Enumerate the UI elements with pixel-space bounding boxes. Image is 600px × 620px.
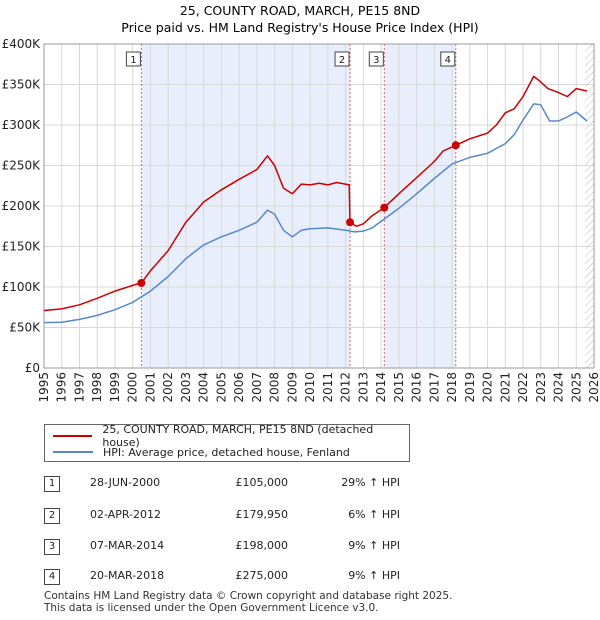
transaction-price: £198,000 <box>235 539 289 552</box>
transaction-label-box <box>368 51 384 67</box>
legend-item-hpi: HPI: Average price, detached house, Fenl… <box>53 444 350 460</box>
x-tick-label: 2009 <box>285 372 299 403</box>
x-tick-label: 2014 <box>374 372 388 403</box>
y-tick-label: £250K <box>2 159 42 173</box>
chart-subtitle: Price paid vs. HM Land Registry's House … <box>121 20 478 35</box>
x-tick-label: 2001 <box>143 372 157 403</box>
transaction-label: 1 <box>130 55 136 66</box>
x-tick-label: 2010 <box>303 372 317 403</box>
x-tick-label: 2024 <box>552 372 566 403</box>
y-tick-label: £150K <box>2 240 42 254</box>
x-tick-label: 2023 <box>534 372 548 403</box>
y-tick-label: £200K <box>2 199 42 213</box>
footer: Contains HM Land Registry data © Crown c… <box>44 590 452 614</box>
transaction-badge: 3 <box>44 539 60 555</box>
transaction-label: 4 <box>445 55 451 66</box>
x-tick-label: 2006 <box>232 372 246 403</box>
x-tick-label: 2020 <box>481 372 495 403</box>
x-tick-label: 2021 <box>498 372 512 403</box>
x-tick-label: 2007 <box>250 372 264 403</box>
y-tick-label: £0 <box>25 361 40 375</box>
x-tick-label: 1999 <box>108 372 122 403</box>
x-tick-label: 1996 <box>55 372 69 403</box>
x-tick-label: 2026 <box>587 372 600 403</box>
x-tick-label: 2002 <box>161 372 175 403</box>
x-tick-label: 2000 <box>126 372 140 403</box>
y-tick-label: £400K <box>2 37 42 51</box>
transaction-point <box>137 278 146 287</box>
transaction-price: £179,950 <box>235 508 289 521</box>
x-tick-label: 2017 <box>427 372 441 403</box>
transaction-point <box>346 218 355 227</box>
transaction-date: 07-MAR-2014 <box>90 539 165 552</box>
transaction-badge: 2 <box>44 508 60 524</box>
legend-swatch-hpi <box>53 451 93 453</box>
y-tick-label: £50K <box>9 321 41 335</box>
transaction-hpi-change: 29% ↑ HPI <box>341 476 400 489</box>
transaction-hpi-change: 9% ↑ HPI <box>348 539 400 552</box>
transaction-date: 20-MAR-2018 <box>90 569 165 582</box>
x-tick-label: 2015 <box>392 372 406 403</box>
transaction-date: 28-JUN-2000 <box>90 476 161 489</box>
transaction-hpi-change: 9% ↑ HPI <box>348 569 400 582</box>
transaction-label-box <box>125 51 141 67</box>
legend-label-hpi: HPI: Average price, detached house, Fenl… <box>103 445 350 459</box>
transaction-label-box <box>334 51 350 67</box>
x-tick-label: 2012 <box>339 372 353 403</box>
legend-label-property: 25, COUNTY ROAD, MARCH, PE15 8ND (detach… <box>102 423 374 449</box>
x-tick-label: 2003 <box>179 372 193 403</box>
x-tick-label: 2013 <box>356 372 370 403</box>
property-price-line <box>43 75 588 312</box>
transaction-point <box>451 141 460 150</box>
transaction-price: £105,000 <box>235 476 289 489</box>
footer-copyright: Contains HM Land Registry data © Crown c… <box>44 590 453 602</box>
legend-swatch-property <box>53 435 93 437</box>
chart-title: 25, COUNTY ROAD, MARCH, PE15 8ND <box>180 3 420 18</box>
x-tick-label: 2018 <box>445 372 459 403</box>
transaction-hpi-change: 6% ↑ HPI <box>348 508 400 521</box>
transaction-badge: 1 <box>44 476 60 492</box>
x-tick-label: 2005 <box>214 372 228 403</box>
x-tick-label: 2022 <box>516 372 530 403</box>
x-tick-label: 2016 <box>410 372 424 403</box>
x-tick-label: 1995 <box>37 372 51 403</box>
x-tick-label: 2004 <box>197 372 211 403</box>
x-tick-label: 1998 <box>90 372 104 403</box>
footer-licence: This data is licensed under the Open Gov… <box>44 602 379 614</box>
x-tick-label: 2025 <box>569 372 583 403</box>
legend: 25, COUNTY ROAD, MARCH, PE15 8ND (detach… <box>44 423 410 462</box>
legend-item-property: 25, COUNTY ROAD, MARCH, PE15 8ND (detach… <box>53 423 409 449</box>
x-tick-label: 1997 <box>72 372 86 403</box>
x-tick-label: 2019 <box>463 372 477 403</box>
x-tick-label: 2011 <box>321 372 335 403</box>
transaction-point <box>380 203 389 212</box>
price-chart: 25, COUNTY ROAD, MARCH, PE15 8ND Price p… <box>2 3 600 403</box>
plot-frame <box>43 43 595 369</box>
transaction-badge: 4 <box>44 569 60 585</box>
transaction-price: £275,000 <box>235 569 289 582</box>
transaction-label: 3 <box>373 55 379 66</box>
x-tick-label: 2008 <box>268 372 282 403</box>
transaction-date: 02-APR-2012 <box>90 508 162 521</box>
transaction-label: 2 <box>339 55 345 66</box>
hpi-line <box>43 103 588 324</box>
transaction-label-box <box>440 51 456 67</box>
y-tick-label: £350K <box>2 78 42 92</box>
y-tick-label: £100K <box>2 280 42 294</box>
y-tick-label: £300K <box>2 118 42 132</box>
